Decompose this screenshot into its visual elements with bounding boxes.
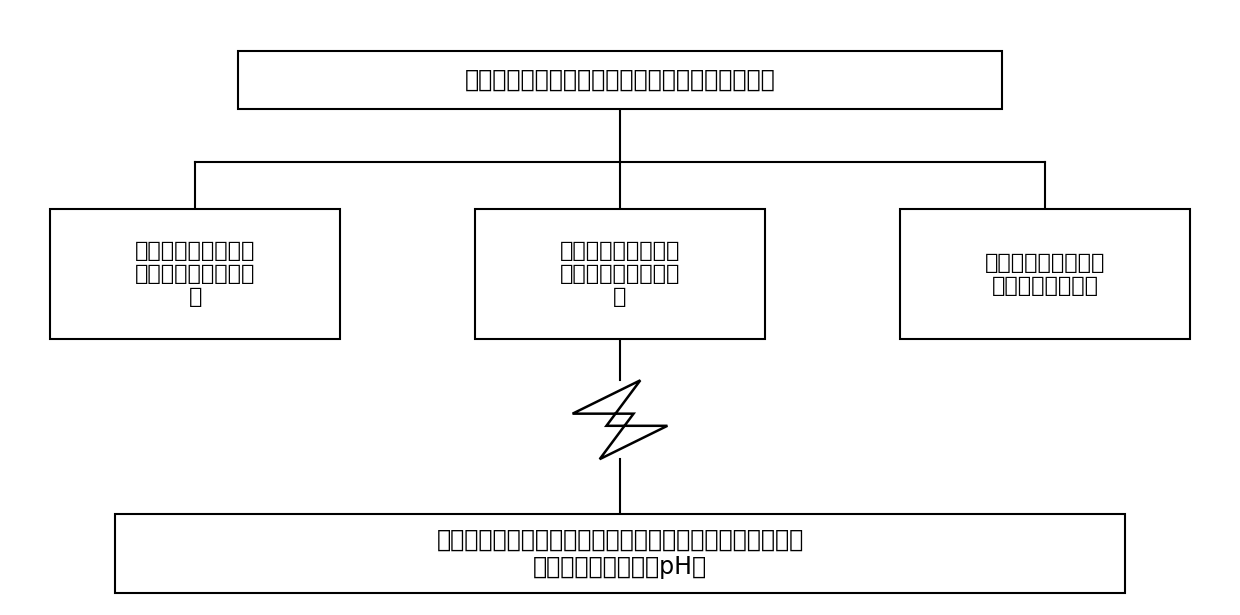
Text: 机动车漆渣、过滤纸
和布分类收集监管系
统: 机动车漆渣、过滤纸 和布分类收集监管系 统 — [135, 241, 255, 308]
Text: 机动车漆渣、过滤纸
和布运输装卸监管系
统: 机动车漆渣、过滤纸 和布运输装卸监管系 统 — [559, 241, 681, 308]
Bar — [900, 209, 1189, 339]
Text: 机动车漆渣、过滤纸和布的环境温度、湿度、通风流量、压
强、光照度、重量和pH值: 机动车漆渣、过滤纸和布的环境温度、湿度、通风流量、压 强、光照度、重量和pH值 — [436, 527, 804, 579]
Bar — [115, 514, 1125, 593]
Text: 机动车漆渣、过滤纸
和布贮存监管系统: 机动车漆渣、过滤纸 和布贮存监管系统 — [985, 253, 1105, 296]
Bar — [238, 51, 1002, 109]
Bar — [475, 209, 765, 339]
Bar — [51, 209, 340, 339]
Text: 基于精确采集的机动车漆渣、过滤纸和布传感系统: 基于精确采集的机动车漆渣、过滤纸和布传感系统 — [465, 68, 775, 92]
